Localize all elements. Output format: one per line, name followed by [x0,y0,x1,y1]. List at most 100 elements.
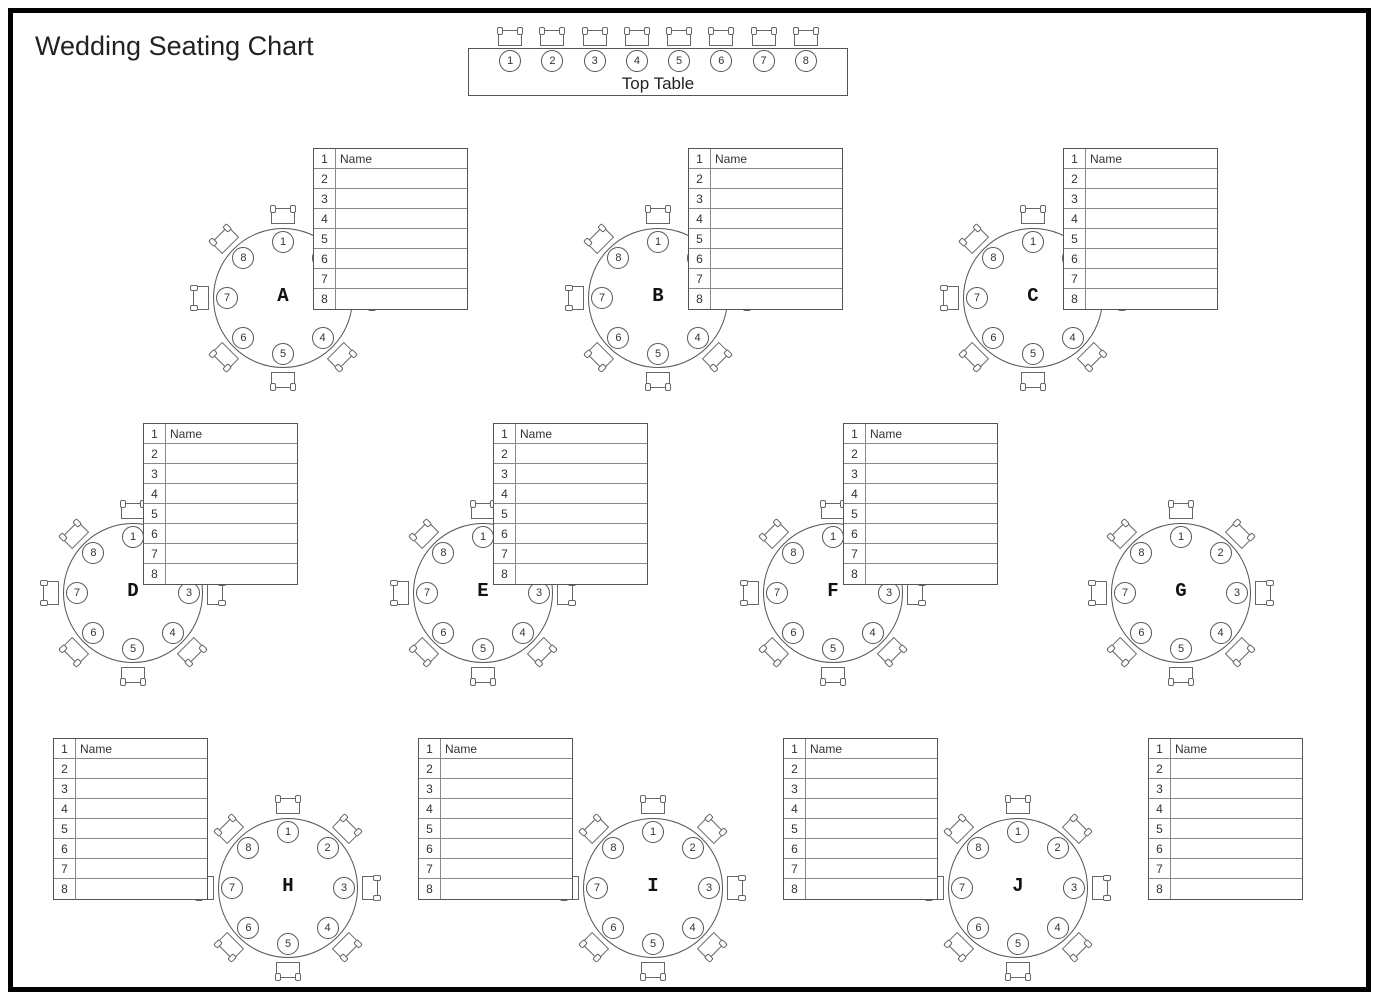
name-row: 1Name [844,424,997,444]
seat-3: 3 [528,582,550,604]
name-row: 1Name [689,149,842,169]
name-row-value [1171,819,1302,838]
seat-5: 5 [1007,933,1029,955]
name-row-number: 5 [144,504,166,523]
name-row-number: 1 [1149,739,1171,758]
name-row-value: Name [711,149,842,168]
name-row-value [1086,189,1217,208]
name-row-number: 1 [844,424,866,443]
seat-1: 1 [1022,231,1044,253]
name-row-value [866,504,997,523]
name-row: 7 [314,269,467,289]
chair-icon [943,286,959,310]
name-row-value [516,544,647,563]
name-row: 8 [844,564,997,584]
chart-title: Wedding Seating Chart [35,31,314,62]
name-row: 3 [314,189,467,209]
name-row-value [166,564,297,584]
seat-7: 7 [951,877,973,899]
name-row-value: Name [806,739,937,758]
name-row: 2 [494,444,647,464]
name-row-number: 2 [1064,169,1086,188]
name-row-value [866,464,997,483]
seat-5: 5 [472,638,494,660]
name-row: 6 [494,524,647,544]
name-row-value: Name [1086,149,1217,168]
seat-1: 1 [647,231,669,253]
name-row-value [336,209,467,228]
name-row: 5 [144,504,297,524]
name-row-number: 1 [1064,149,1086,168]
name-row: 4 [784,799,937,819]
name-row-number: 3 [144,464,166,483]
name-row: 8 [1064,289,1217,309]
name-row-number: 6 [494,524,516,543]
seating-chart-frame: Wedding Seating Chart Top Table12345678A… [8,8,1371,992]
name-row-value [166,464,297,483]
seat-5: 5 [122,638,144,660]
name-row: 5 [689,229,842,249]
chair-icon [471,503,495,519]
name-row-value [1171,859,1302,878]
name-row-number: 5 [419,819,441,838]
name-row: 4 [419,799,572,819]
seat-4: 4 [162,622,184,644]
top-chair-icon [583,30,607,46]
name-row-number: 1 [54,739,76,758]
seat-7: 7 [216,287,238,309]
name-row-number: 6 [1149,839,1171,858]
name-row-value [76,839,207,858]
name-row-number: 7 [1064,269,1086,288]
top-table-label: Top Table [468,74,848,94]
seat-4: 4 [1047,917,1069,939]
chair-icon [1169,503,1193,519]
seat-4: 4 [682,917,704,939]
seat-7: 7 [66,582,88,604]
name-row-number: 4 [419,799,441,818]
name-row: 7 [144,544,297,564]
seat-4: 4 [1062,327,1084,349]
name-row-value [516,564,647,584]
name-row-value: Name [516,424,647,443]
name-row-value [441,859,572,878]
name-row-number: 6 [144,524,166,543]
name-row-value [1086,249,1217,268]
name-row-value [806,859,937,878]
name-row-value [866,564,997,584]
name-row-value [711,189,842,208]
name-row-number: 4 [844,484,866,503]
name-row-number: 7 [1149,859,1171,878]
name-row-number: 8 [494,564,516,584]
name-row-value [516,484,647,503]
name-row-value [166,524,297,543]
name-row-value [1086,229,1217,248]
name-row-value [1086,169,1217,188]
seat-6: 6 [982,327,1004,349]
seat-6: 6 [1130,622,1152,644]
seat-4: 4 [317,917,339,939]
name-row-number: 7 [419,859,441,878]
seat-1: 1 [277,821,299,843]
top-chair-icon [625,30,649,46]
name-row: 3 [1149,779,1302,799]
name-row-number: 1 [494,424,516,443]
name-row-value [336,269,467,288]
name-row: 3 [784,779,937,799]
name-row: 8 [784,879,937,899]
round-table-G: G12345678 [1096,508,1266,678]
name-row-value [1086,269,1217,288]
chair-icon [1006,962,1030,978]
name-row-value [711,249,842,268]
seat-6: 6 [232,327,254,349]
name-row-number: 1 [689,149,711,168]
chair-icon [393,581,409,605]
name-list-I: 1Name2345678 [418,738,573,900]
name-row-value [441,759,572,778]
seat-1: 1 [642,821,664,843]
seat-5: 5 [272,343,294,365]
name-row-number: 4 [689,209,711,228]
name-row: 6 [689,249,842,269]
chair-icon [641,962,665,978]
top-table: Top Table12345678 [468,48,848,96]
name-row-number: 8 [689,289,711,309]
